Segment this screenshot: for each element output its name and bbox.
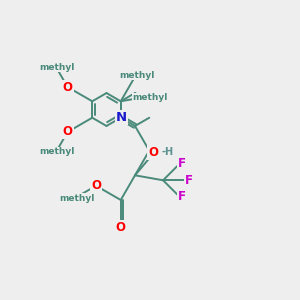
Text: F: F: [178, 157, 186, 170]
Text: F: F: [184, 174, 193, 187]
Text: O: O: [91, 179, 101, 192]
Text: methyl: methyl: [119, 70, 154, 80]
Text: O: O: [63, 80, 73, 94]
Text: N: N: [116, 111, 127, 124]
Text: -H: -H: [162, 147, 174, 157]
Text: methyl: methyl: [60, 194, 95, 202]
Text: methyl: methyl: [39, 148, 75, 157]
Text: F: F: [178, 190, 186, 203]
Text: methyl: methyl: [39, 62, 75, 71]
Text: O: O: [116, 221, 126, 234]
Text: methyl: methyl: [133, 93, 168, 102]
Text: O: O: [63, 125, 73, 139]
Text: O: O: [148, 146, 158, 159]
